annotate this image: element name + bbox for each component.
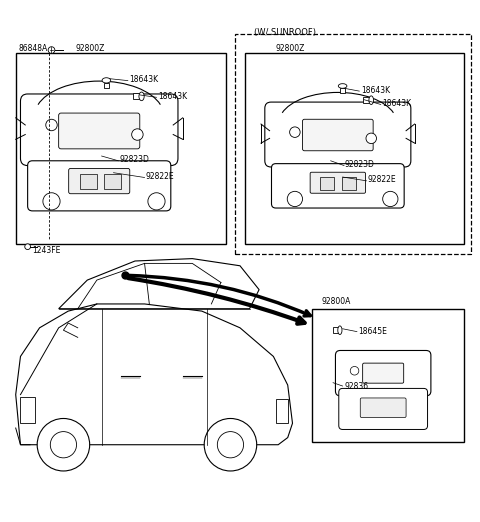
Bar [276,399,288,423]
Circle shape [37,419,90,471]
Ellipse shape [338,84,347,88]
Circle shape [289,127,300,137]
Text: 92823D: 92823D [120,156,150,164]
Bar [21,397,35,423]
Circle shape [148,193,165,210]
Ellipse shape [102,78,111,83]
Circle shape [50,432,76,458]
Text: 18645E: 18645E [359,327,387,336]
Text: 92822E: 92822E [146,172,175,181]
Text: 92800Z: 92800Z [276,44,305,53]
Bar [363,97,369,103]
Text: 18643K: 18643K [382,99,411,108]
FancyBboxPatch shape [360,398,406,418]
Ellipse shape [139,92,144,101]
Ellipse shape [338,326,342,335]
FancyBboxPatch shape [69,169,130,194]
Text: 86848A: 86848A [18,44,48,53]
Text: 92836: 92836 [344,382,368,390]
Bar [132,93,139,99]
FancyBboxPatch shape [310,172,365,193]
Bar [16,53,226,244]
FancyBboxPatch shape [339,388,428,430]
Bar [312,309,464,442]
Bar [342,177,356,191]
FancyBboxPatch shape [272,163,404,208]
Text: 1243FE: 1243FE [33,246,61,255]
Text: 18643K: 18643K [158,92,187,101]
Text: 18643K: 18643K [129,75,158,84]
Circle shape [46,119,57,130]
Bar [245,53,464,244]
Bar [333,327,338,333]
Text: 92800Z: 92800Z [75,44,105,53]
FancyBboxPatch shape [336,350,431,396]
Circle shape [132,129,143,140]
FancyBboxPatch shape [59,113,140,149]
FancyBboxPatch shape [302,119,373,151]
Text: 92823D: 92823D [345,160,375,169]
Bar [104,83,109,88]
Circle shape [383,192,398,207]
Bar [80,174,97,189]
FancyArrowPatch shape [128,278,305,324]
FancyBboxPatch shape [21,94,178,165]
FancyBboxPatch shape [265,102,411,167]
Bar [340,88,346,93]
Circle shape [287,192,302,207]
Bar [104,174,120,189]
Bar [235,34,471,254]
Circle shape [204,419,257,471]
FancyBboxPatch shape [363,363,404,383]
Circle shape [48,47,55,53]
Text: 92800A: 92800A [321,297,350,306]
Circle shape [366,133,376,144]
Circle shape [25,244,31,250]
Ellipse shape [369,96,373,104]
Circle shape [43,193,60,210]
Text: (W/ SUNROOF): (W/ SUNROOF) [254,28,316,38]
Circle shape [350,366,359,375]
Bar [320,177,334,191]
Circle shape [217,432,243,458]
FancyBboxPatch shape [28,161,171,211]
Text: 18643K: 18643K [361,86,390,95]
Text: 92822E: 92822E [368,175,396,184]
